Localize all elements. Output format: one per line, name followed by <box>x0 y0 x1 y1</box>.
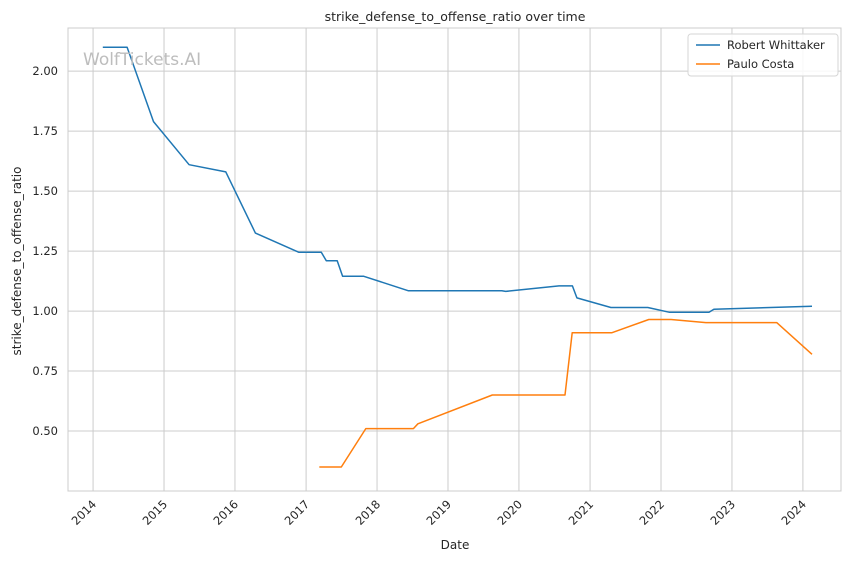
y-tick-label: 1.00 <box>32 304 58 318</box>
watermark-text: WolfTickets.AI <box>83 50 201 70</box>
x-tick-label: 2021 <box>566 497 597 528</box>
x-tick-label: 2022 <box>637 497 668 528</box>
x-tick-label: 2017 <box>282 497 313 528</box>
grid <box>68 28 841 491</box>
y-tick-label: 1.50 <box>32 184 58 198</box>
x-tick-label: 2015 <box>140 497 171 528</box>
chart-title: strike_defense_to_offense_ratio over tim… <box>325 9 586 24</box>
x-tick-label: 2014 <box>69 497 100 528</box>
x-tick-label: 2023 <box>707 497 738 528</box>
plot-area-frame <box>67 27 842 492</box>
x-tick-label: 2020 <box>494 497 525 528</box>
y-tick-label: 1.75 <box>32 124 58 138</box>
x-tick-label: 2019 <box>424 497 455 528</box>
axis-ticks: 2014 2015 2016 2017 2018 2019 2020 2021 2022 2023… <box>32 64 809 528</box>
x-tick-label: 2024 <box>778 497 809 528</box>
x-axis-label: Date <box>441 538 470 552</box>
y-tick-label: 1.25 <box>32 244 58 258</box>
legend-box <box>687 33 839 77</box>
y-tick-label: 0.75 <box>32 364 58 378</box>
x-tick-label: 2018 <box>353 497 384 528</box>
series-line-paulo-costa <box>319 318 813 468</box>
legend: Robert Whittaker Paulo Costa <box>687 33 839 77</box>
legend-label-paulo-costa: Paulo Costa <box>727 57 794 71</box>
y-tick-label: 0.50 <box>32 424 58 438</box>
legend-label-robert-whittaker: Robert Whittaker <box>727 38 825 52</box>
x-tick-label: 2016 <box>210 497 241 528</box>
y-tick-label: 2.00 <box>32 64 58 78</box>
series-line-robert-whittaker <box>102 46 813 314</box>
y-axis-label: strike_defense_to_offense_ratio <box>10 167 24 356</box>
series-lines <box>102 46 813 468</box>
